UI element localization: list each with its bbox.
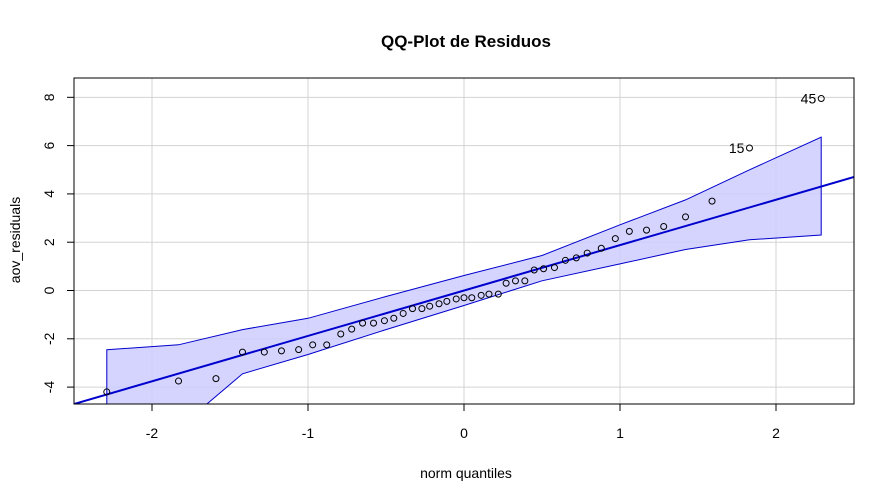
data-point-34 (572, 254, 580, 262)
data-point-42 (708, 197, 716, 205)
data-point-1 (175, 377, 183, 385)
x-tick-label-2: 0 (460, 425, 468, 441)
reference-line (74, 176, 854, 404)
data-point-9 (337, 330, 345, 338)
data-points (103, 95, 825, 396)
data-point-38 (625, 227, 633, 235)
point-label-15: 15 (729, 140, 745, 156)
confidence-band-area (106, 136, 822, 404)
data-point-28 (511, 277, 519, 285)
point-label-45: 45 (801, 91, 817, 107)
data-point-21 (452, 295, 460, 303)
data-point-36 (597, 244, 605, 252)
data-point-15 (399, 309, 407, 317)
y-tick-label-3: 2 (41, 238, 57, 246)
y-tick-label-0: -4 (41, 381, 57, 394)
y-tick-label-5: 6 (41, 142, 57, 150)
data-point-24 (477, 291, 485, 299)
data-point-11 (359, 319, 367, 327)
data-point-39 (643, 226, 651, 234)
data-point-23 (468, 294, 476, 302)
confidence-band (106, 136, 822, 404)
y-axis-label: aov_residuals (7, 197, 23, 283)
data-point-17 (418, 305, 426, 313)
data-point-44 (817, 95, 825, 103)
data-point-30 (530, 266, 538, 274)
data-point-33 (561, 256, 569, 264)
y-tick-label-6: 8 (41, 93, 57, 101)
data-point-14 (390, 314, 398, 322)
x-tick-label-1: -1 (302, 425, 315, 441)
y-tick-label-4: 4 (41, 190, 57, 198)
data-point-10 (348, 325, 356, 333)
data-point-43 (745, 144, 753, 152)
data-point-6 (295, 346, 303, 354)
data-point-26 (494, 290, 502, 298)
x-axis-ticks: -2 -1 0 1 2 (146, 404, 780, 441)
x-axis-label: norm quantiles (420, 465, 512, 481)
data-point-40 (660, 223, 668, 231)
data-point-16 (409, 305, 417, 313)
data-point-13 (380, 317, 388, 325)
data-point-31 (540, 265, 548, 273)
data-point-0 (103, 388, 111, 396)
data-point-35 (583, 249, 591, 257)
data-point-37 (611, 235, 619, 243)
data-point-4 (260, 348, 268, 356)
x-tick-label-4: 2 (772, 425, 780, 441)
chart-title: QQ-Plot de Residuos (381, 32, 551, 51)
data-point-8 (323, 341, 331, 349)
data-point-12 (370, 319, 378, 327)
x-tick-label-3: 1 (616, 425, 624, 441)
data-point-32 (550, 264, 558, 272)
x-tick-label-0: -2 (146, 425, 159, 441)
data-point-41 (682, 213, 690, 221)
data-point-5 (277, 347, 285, 355)
data-point-19 (435, 300, 443, 308)
data-point-3 (238, 348, 246, 356)
data-point-22 (460, 294, 468, 302)
y-tick-label-2: 0 (41, 286, 57, 294)
data-point-27 (502, 279, 510, 287)
data-point-2 (212, 375, 220, 383)
reference-line-group (74, 176, 854, 404)
data-point-7 (309, 341, 317, 349)
data-point-25 (485, 290, 493, 298)
data-point-20 (443, 297, 451, 305)
y-tick-label-1: -2 (41, 332, 57, 345)
data-point-18 (426, 302, 434, 310)
data-point-29 (521, 277, 529, 285)
y-axis-ticks: -4 -2 0 2 4 6 8 (41, 93, 74, 393)
